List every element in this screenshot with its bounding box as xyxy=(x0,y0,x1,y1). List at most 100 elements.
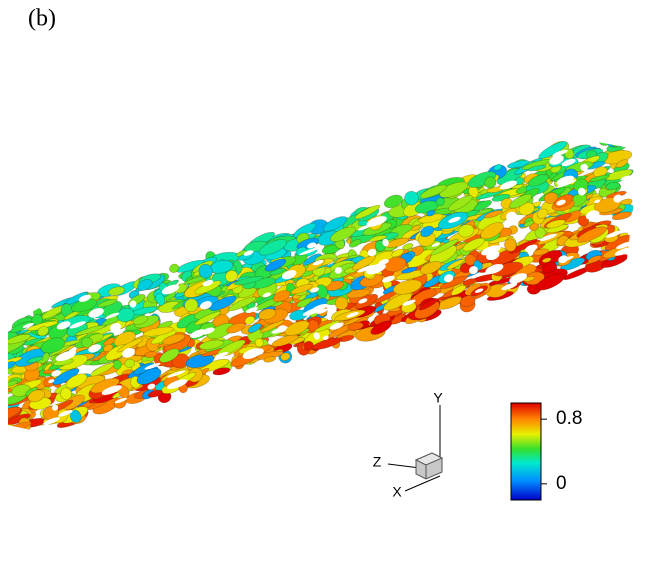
surface-patch xyxy=(133,362,154,375)
surface-hole xyxy=(509,273,527,284)
surface-hole xyxy=(486,250,500,261)
surface-patch xyxy=(446,258,465,270)
surface-hole xyxy=(556,179,577,188)
surface-patch xyxy=(577,215,590,227)
surface-patch xyxy=(527,164,547,172)
surface-patch xyxy=(462,237,486,252)
surface-patch xyxy=(458,224,475,238)
surface-patch xyxy=(507,160,530,169)
surface-patch xyxy=(81,337,94,348)
surface-patch xyxy=(611,132,640,148)
surface-patch xyxy=(420,225,435,238)
surface-hole xyxy=(378,259,389,266)
surface-patch xyxy=(504,238,517,252)
surface-patch xyxy=(354,293,378,310)
surface-hole xyxy=(51,404,59,411)
surface-hole xyxy=(144,362,161,370)
surface-patch xyxy=(8,333,31,345)
surface-hole xyxy=(525,244,538,253)
surface-patch xyxy=(480,222,504,240)
surface-patch xyxy=(493,164,503,171)
surface-patch xyxy=(536,208,549,219)
surface-patch xyxy=(329,226,356,242)
surface-patch xyxy=(280,352,291,361)
surface-hole xyxy=(48,379,55,384)
surface-patch xyxy=(26,356,44,364)
surface-patch xyxy=(448,195,473,212)
surface-patch xyxy=(535,273,565,291)
surface-hole xyxy=(106,312,120,319)
surface-hole xyxy=(69,321,86,329)
surface-patch xyxy=(316,284,328,299)
surface-patch xyxy=(184,298,199,313)
axis-triad: Y Z X xyxy=(373,390,444,500)
surface-hole xyxy=(109,323,122,332)
surface-patch xyxy=(8,406,22,422)
surface-patch xyxy=(348,239,362,248)
surface-hole xyxy=(56,321,71,330)
surface-patch xyxy=(313,320,340,333)
surface-patch xyxy=(391,248,404,258)
surface-patch xyxy=(533,248,550,256)
surface-patch xyxy=(8,380,19,387)
axis-label-z: Z xyxy=(373,454,382,470)
surface-patch xyxy=(419,184,448,199)
surface-hole xyxy=(316,308,328,314)
surface-patch xyxy=(198,339,225,350)
surface-patch xyxy=(90,362,115,377)
surface-patch xyxy=(97,298,118,308)
surface-patch xyxy=(132,315,148,325)
surface-patch xyxy=(155,292,165,306)
surface-hole xyxy=(549,155,564,165)
surface-hole xyxy=(190,329,207,338)
surface-hole xyxy=(365,263,386,275)
surface-hole xyxy=(78,294,92,302)
surface-patch xyxy=(225,270,238,283)
surface-hole xyxy=(594,199,601,204)
surface-hole xyxy=(22,322,34,329)
surface-hole xyxy=(312,259,324,266)
surface-patch xyxy=(541,257,552,263)
surface-hole xyxy=(448,216,461,223)
surface-patch xyxy=(258,308,277,321)
surface-hole xyxy=(382,238,389,247)
surface-patch xyxy=(227,296,257,312)
surface-patch xyxy=(543,192,559,204)
surface-patch xyxy=(439,181,469,198)
surface-patch xyxy=(611,211,632,221)
surface-patch xyxy=(69,409,82,423)
colorbar xyxy=(510,402,542,501)
surface-hole xyxy=(431,242,440,247)
surface-patch xyxy=(488,235,514,244)
surface-hole xyxy=(262,292,272,298)
surface-hole xyxy=(277,325,287,333)
surface-patch xyxy=(402,243,414,251)
axis-label-x: X xyxy=(392,484,402,500)
surface-patch xyxy=(464,254,477,266)
colorbar-tick-label: 0.8 xyxy=(556,408,582,429)
surface-patch xyxy=(254,338,264,348)
surface-patch xyxy=(60,387,72,401)
surface-hole xyxy=(166,379,188,390)
surface-hole xyxy=(161,284,180,295)
surface-patch xyxy=(233,276,264,286)
surface-patch xyxy=(351,255,376,271)
surface-hole xyxy=(605,230,624,238)
surface-patch xyxy=(303,340,314,351)
surface-hole xyxy=(501,282,518,291)
surface-hole xyxy=(366,216,387,227)
surface-patch xyxy=(414,300,440,319)
surface-hole xyxy=(114,397,128,404)
surface-hole xyxy=(242,348,262,359)
surface-hole xyxy=(556,199,566,206)
surface-hole xyxy=(55,350,76,362)
surface-patch xyxy=(198,264,213,279)
surface-hole xyxy=(485,264,504,275)
surface-patch xyxy=(147,389,163,398)
surface-patch xyxy=(290,283,313,295)
surface-patch xyxy=(264,258,287,272)
surface-patch xyxy=(8,361,16,370)
surface-patch xyxy=(615,159,629,168)
surface-patch xyxy=(244,315,255,325)
surface-patch xyxy=(401,266,418,274)
